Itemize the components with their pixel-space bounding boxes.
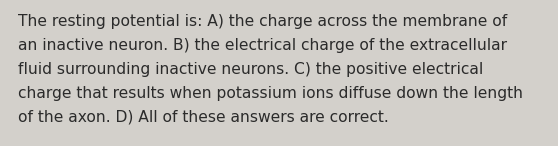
Text: an inactive neuron. B) the electrical charge of the extracellular: an inactive neuron. B) the electrical ch… xyxy=(18,38,507,53)
Text: of the axon. D) All of these answers are correct.: of the axon. D) All of these answers are… xyxy=(18,110,389,125)
Text: fluid surrounding inactive neurons. C) the positive electrical: fluid surrounding inactive neurons. C) t… xyxy=(18,62,483,77)
Text: charge that results when potassium ions diffuse down the length: charge that results when potassium ions … xyxy=(18,86,523,101)
Text: The resting potential is: A) the charge across the membrane of: The resting potential is: A) the charge … xyxy=(18,14,507,29)
